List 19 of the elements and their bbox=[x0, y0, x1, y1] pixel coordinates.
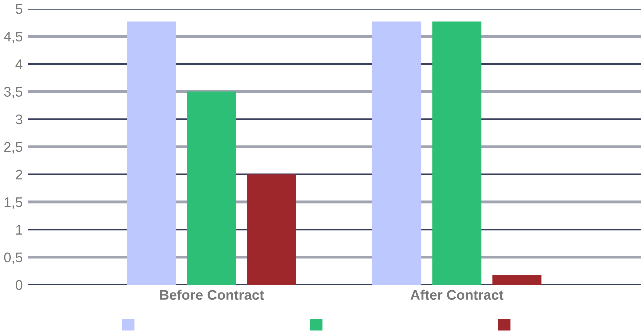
bar bbox=[492, 275, 542, 285]
bar bbox=[372, 22, 422, 285]
bar bbox=[247, 174, 296, 285]
x-tick-label: After Contract bbox=[410, 290, 504, 300]
y-tick-label: 5 bbox=[16, 4, 23, 14]
y-tick-label: 3 bbox=[16, 114, 23, 125]
y-tick-label: 4 bbox=[16, 60, 23, 70]
bar bbox=[187, 92, 236, 285]
y-tick-label: 1,5 bbox=[4, 198, 23, 210]
y-tick-label: 2,5 bbox=[4, 142, 23, 154]
bar bbox=[127, 22, 176, 285]
y-tick-label: 0 bbox=[16, 280, 23, 290]
bar bbox=[432, 22, 482, 285]
y-tick-label: 1 bbox=[16, 225, 22, 235]
y-tick-label: 4,5 bbox=[4, 32, 23, 44]
y-tick-label: 0,5 bbox=[4, 252, 23, 264]
x-tick-label: Before Contract bbox=[160, 290, 264, 300]
y-tick-label: 2 bbox=[16, 170, 22, 180]
y-tick-label: 3,5 bbox=[4, 87, 23, 99]
